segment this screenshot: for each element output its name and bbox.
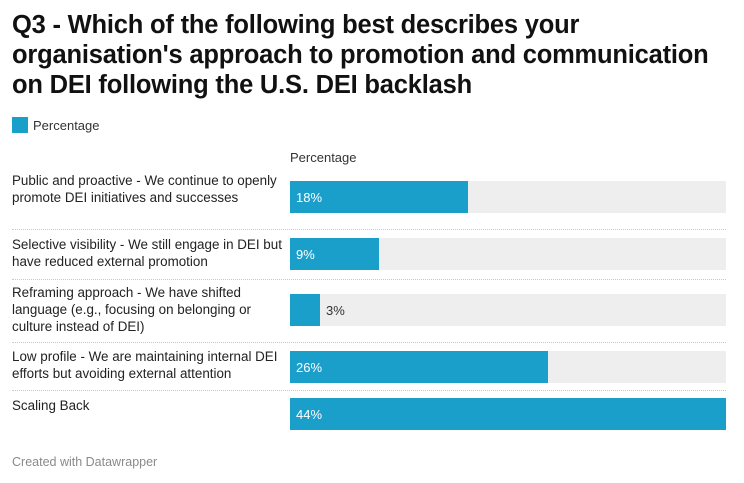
value-label: 26% (296, 359, 323, 375)
value-label: 18% (296, 189, 323, 205)
column-header: Percentage (290, 150, 357, 165)
row-divider (12, 342, 726, 343)
legend-swatch (12, 117, 28, 133)
row-divider (12, 229, 726, 230)
category-label: Selective visibility - We still engage i… (12, 237, 282, 269)
bar[interactable] (290, 294, 320, 326)
category-label: Public and proactive - We continue to op… (12, 173, 277, 205)
legend-label: Percentage (33, 117, 100, 133)
bar[interactable] (290, 351, 548, 383)
bar[interactable] (290, 398, 726, 430)
chart-title: Q3 - Which of the following best describ… (12, 11, 709, 99)
bar[interactable] (290, 181, 468, 213)
value-label: 44% (296, 406, 323, 422)
footer-credit[interactable]: Created with Datawrapper (12, 455, 158, 469)
bar-track: 9% (290, 238, 726, 270)
bar-track: 3% (290, 294, 726, 326)
row-divider (12, 390, 726, 391)
category-label: Scaling Back (12, 398, 90, 413)
value-label: 9% (296, 246, 315, 262)
bar-track: 44% (290, 398, 726, 430)
bar-track: 18% (290, 181, 726, 213)
bar[interactable] (290, 238, 379, 270)
value-label: 3% (326, 302, 345, 318)
bar-track: 26% (290, 351, 726, 383)
category-label: Low profile - We are maintaining interna… (12, 349, 278, 381)
category-label: Reframing approach - We have shifted lan… (12, 285, 251, 334)
legend: Percentage (12, 116, 100, 134)
row-divider (12, 279, 726, 280)
